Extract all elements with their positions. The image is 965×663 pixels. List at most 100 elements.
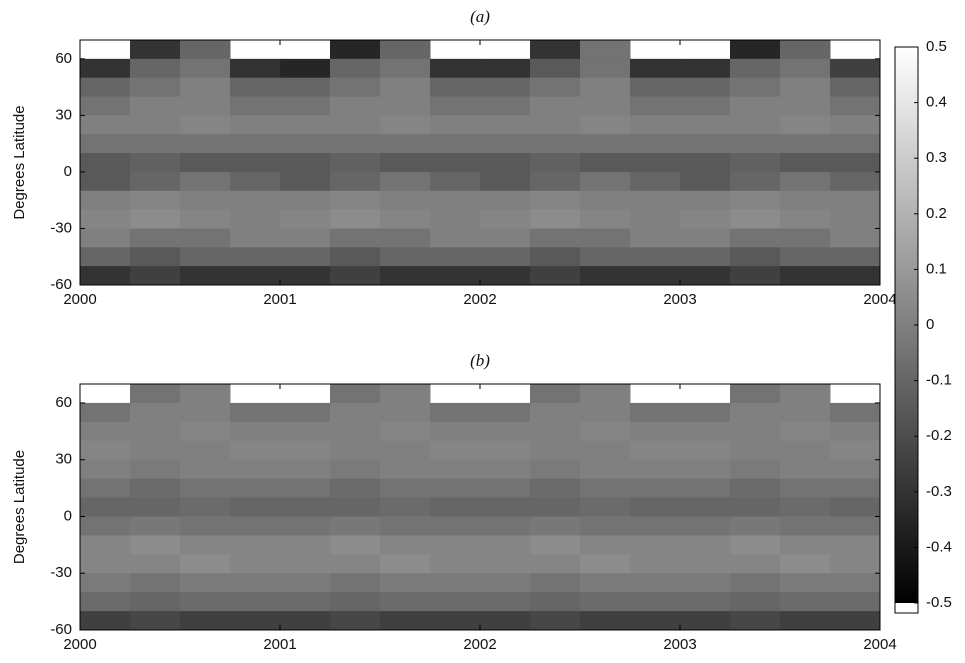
- heat-cell: [130, 554, 181, 574]
- heat-cell: [330, 209, 381, 229]
- heat-cell: [280, 554, 331, 574]
- heat-cell: [480, 402, 531, 423]
- heat-cell: [430, 58, 481, 79]
- heat-cell: [280, 592, 331, 612]
- heat-cell: [580, 134, 631, 154]
- heat-cell: [480, 440, 531, 461]
- heat-cell: [730, 459, 781, 480]
- heat-cell: [230, 421, 281, 442]
- x-tick-label: 2001: [263, 636, 296, 653]
- heat-cell: [130, 209, 181, 229]
- heat-cell: [80, 459, 131, 480]
- heat-cell: [730, 171, 781, 192]
- heat-cell: [130, 40, 181, 60]
- heat-cell: [380, 440, 431, 461]
- heat-cell: [780, 247, 831, 267]
- heat-cell: [180, 384, 231, 404]
- heat-cell: [730, 115, 781, 135]
- heat-cell: [830, 459, 881, 480]
- heat-cell: [530, 40, 581, 60]
- heat-cell: [580, 247, 631, 267]
- heat-cell: [130, 478, 181, 499]
- heat-cell: [480, 77, 531, 98]
- heat-cell: [780, 77, 831, 98]
- heat-cell: [830, 115, 881, 135]
- heat-cell: [230, 611, 281, 631]
- heat-cell: [480, 153, 531, 173]
- heat-cell: [130, 421, 181, 442]
- heat-cell: [280, 478, 331, 499]
- heat-cell: [830, 58, 881, 79]
- heat-cell: [630, 421, 681, 442]
- heat-cell: [680, 478, 731, 499]
- heat-cell: [380, 115, 431, 135]
- heat-cell: [130, 171, 181, 192]
- x-tick-label: 2002: [463, 636, 496, 653]
- heat-cell: [380, 402, 431, 423]
- heat-cell: [630, 96, 681, 116]
- heat-cell: [80, 497, 131, 517]
- heat-cell: [130, 516, 181, 536]
- heat-cell: [580, 266, 631, 286]
- colorbar-tick-label: 0.2: [926, 205, 947, 222]
- heat-cell: [680, 247, 731, 267]
- heat-cell: [530, 497, 581, 517]
- heat-cell: [480, 247, 531, 267]
- heat-cell: [680, 535, 731, 555]
- heat-cell: [780, 440, 831, 461]
- heat-cell: [230, 115, 281, 135]
- heat-cell: [780, 134, 831, 154]
- heat-cell: [430, 459, 481, 480]
- heat-cell: [730, 40, 781, 60]
- heat-cell: [380, 516, 431, 536]
- heat-cell: [380, 421, 431, 442]
- heat-cell: [280, 190, 331, 211]
- heat-cell: [180, 402, 231, 423]
- heat-cell: [330, 535, 381, 555]
- heat-cell: [580, 115, 631, 135]
- heat-cell: [580, 421, 631, 442]
- heat-cell: [430, 96, 481, 116]
- x-tick-label: 2002: [463, 291, 496, 308]
- y-tick-label: 0: [64, 507, 72, 524]
- heat-cell: [480, 459, 531, 480]
- heat-cell: [630, 171, 681, 192]
- heat-cell: [580, 554, 631, 574]
- heat-cell: [280, 96, 331, 116]
- heat-cell: [330, 611, 381, 631]
- heat-cell: [730, 554, 781, 574]
- heat-cell: [430, 516, 481, 536]
- y-tick-label: 0: [64, 163, 72, 180]
- heat-cell: [830, 96, 881, 116]
- heat-cell: [780, 171, 831, 192]
- x-tick-label: 2003: [663, 636, 696, 653]
- heat-cell: [80, 247, 131, 267]
- heat-cell: [680, 516, 731, 536]
- heat-cell: [330, 459, 381, 480]
- heat-cell: [230, 266, 281, 286]
- heat-cell: [630, 153, 681, 173]
- heat-cell: [180, 611, 231, 631]
- heat-cell: [530, 153, 581, 173]
- heat-cell: [380, 40, 431, 60]
- heat-cell: [580, 171, 631, 192]
- x-tick-label: 2004: [863, 636, 896, 653]
- heat-cell: [130, 592, 181, 612]
- heat-cell: [380, 384, 431, 404]
- heat-cell: [180, 573, 231, 593]
- heat-cell: [580, 209, 631, 229]
- heat-cell: [630, 440, 681, 461]
- heat-cell: [780, 209, 831, 229]
- heat-cell: [630, 459, 681, 480]
- heat-cell: [530, 134, 581, 154]
- heat-cell: [80, 190, 131, 211]
- heat-cell: [680, 573, 731, 593]
- y-tick-label: 60: [55, 394, 72, 411]
- heat-cell: [380, 96, 431, 116]
- heat-cell: [430, 134, 481, 154]
- heat-cell: [430, 228, 481, 248]
- heat-cell: [330, 592, 381, 612]
- heat-cell: [830, 266, 881, 286]
- heat-cell: [780, 459, 831, 480]
- heat-cell: [430, 115, 481, 135]
